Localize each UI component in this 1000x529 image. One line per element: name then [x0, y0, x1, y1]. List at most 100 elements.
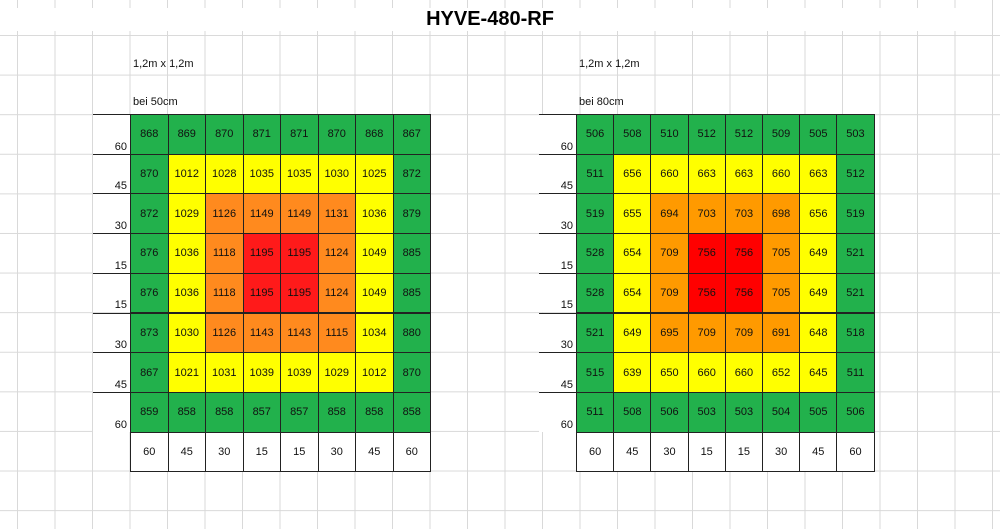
- row-label: 30: [92, 312, 130, 353]
- value-cell: 660: [762, 153, 801, 195]
- value-cell: 870: [317, 114, 356, 155]
- value-cell: 503: [687, 391, 726, 433]
- value-cell: 1118: [205, 233, 244, 274]
- value-cell: 1029: [317, 352, 356, 393]
- row-label: 60: [92, 114, 130, 154]
- value-cell: 1036: [167, 272, 206, 314]
- value-cell: 756: [724, 233, 763, 274]
- value-cell: 868: [130, 114, 169, 155]
- value-cell: 1030: [317, 153, 356, 195]
- value-cell: 1115: [317, 312, 356, 354]
- value-cell: 703: [687, 193, 726, 235]
- value-cell: 879: [392, 193, 431, 235]
- value-cell: 1012: [355, 352, 394, 393]
- value-cell: 1126: [205, 312, 244, 354]
- value-cell: 703: [724, 193, 763, 235]
- value-cell: 1034: [355, 312, 394, 354]
- value-cell: 858: [167, 391, 206, 433]
- height-label: bei 50cm: [133, 96, 178, 108]
- row-label: 60: [92, 391, 130, 432]
- value-cell: 656: [799, 193, 838, 235]
- column-label: 45: [167, 431, 206, 473]
- column-label: 30: [650, 431, 689, 473]
- size-label: 1,2m x 1,2m: [133, 58, 194, 70]
- value-cell: 868: [355, 114, 394, 155]
- value-cell: 867: [392, 114, 431, 155]
- value-cell: 1035: [242, 153, 281, 195]
- value-cell: 506: [836, 391, 875, 433]
- column-label: 15: [280, 431, 319, 473]
- value-cell: 1124: [317, 272, 356, 314]
- value-cell: 505: [799, 114, 838, 155]
- value-cell: 660: [687, 352, 726, 393]
- value-cell: 509: [762, 114, 801, 155]
- value-cell: 1049: [355, 233, 394, 274]
- column-label: 30: [762, 431, 801, 473]
- value-cell: 505: [799, 391, 838, 433]
- column-label: 45: [613, 431, 652, 473]
- value-cell: 1143: [242, 312, 281, 354]
- value-cell: 649: [613, 312, 652, 354]
- value-cell: 648: [799, 312, 838, 354]
- value-cell: 512: [724, 114, 763, 155]
- value-cell: 858: [392, 391, 431, 433]
- value-cell: 1028: [205, 153, 244, 195]
- value-cell: 528: [576, 272, 615, 314]
- value-cell: 871: [280, 114, 319, 155]
- value-cell: 1149: [280, 193, 319, 235]
- row-label: 45: [92, 153, 130, 194]
- value-cell: 511: [576, 391, 615, 433]
- value-cell: 1195: [280, 272, 319, 314]
- column-label: 45: [799, 431, 838, 473]
- row-label: 15: [538, 272, 576, 313]
- column-label: 15: [242, 431, 281, 473]
- value-cell: 756: [687, 233, 726, 274]
- column-label: 30: [205, 431, 244, 473]
- value-cell: 709: [724, 312, 763, 354]
- column-label: 45: [355, 431, 394, 473]
- value-cell: 1025: [355, 153, 394, 195]
- value-cell: 1036: [355, 193, 394, 235]
- value-cell: 709: [650, 272, 689, 314]
- value-cell: 1035: [280, 153, 319, 195]
- value-cell: 512: [687, 114, 726, 155]
- value-cell: 504: [762, 391, 801, 433]
- value-cell: 1124: [317, 233, 356, 274]
- value-cell: 1039: [280, 352, 319, 393]
- value-cell: 1118: [205, 272, 244, 314]
- value-cell: 869: [167, 114, 206, 155]
- value-cell: 521: [836, 233, 875, 274]
- value-cell: 1029: [167, 193, 206, 235]
- value-cell: 705: [762, 272, 801, 314]
- value-cell: 660: [650, 153, 689, 195]
- value-cell: 756: [724, 272, 763, 314]
- value-cell: 872: [392, 153, 431, 195]
- value-cell: 663: [724, 153, 763, 195]
- value-cell: 859: [130, 391, 169, 433]
- value-cell: 870: [205, 114, 244, 155]
- row-label: 30: [538, 193, 576, 234]
- value-cell: 1021: [167, 352, 206, 393]
- size-label: 1,2m x 1,2m: [579, 58, 640, 70]
- value-cell: 521: [576, 312, 615, 354]
- value-cell: 1131: [317, 193, 356, 235]
- value-cell: 691: [762, 312, 801, 354]
- value-cell: 1030: [167, 312, 206, 354]
- value-cell: 1195: [242, 272, 281, 314]
- value-cell: 528: [576, 233, 615, 274]
- value-cell: 508: [613, 114, 652, 155]
- value-cell: 885: [392, 233, 431, 274]
- value-cell: 519: [576, 193, 615, 235]
- value-cell: 1126: [205, 193, 244, 235]
- value-cell: 1036: [167, 233, 206, 274]
- value-cell: 506: [650, 391, 689, 433]
- value-cell: 871: [242, 114, 281, 155]
- value-cell: 867: [130, 352, 169, 393]
- value-cell: 654: [613, 272, 652, 314]
- height-label: bei 80cm: [579, 96, 624, 108]
- value-cell: 656: [613, 153, 652, 195]
- value-cell: 660: [724, 352, 763, 393]
- value-cell: 709: [650, 233, 689, 274]
- value-cell: 512: [836, 153, 875, 195]
